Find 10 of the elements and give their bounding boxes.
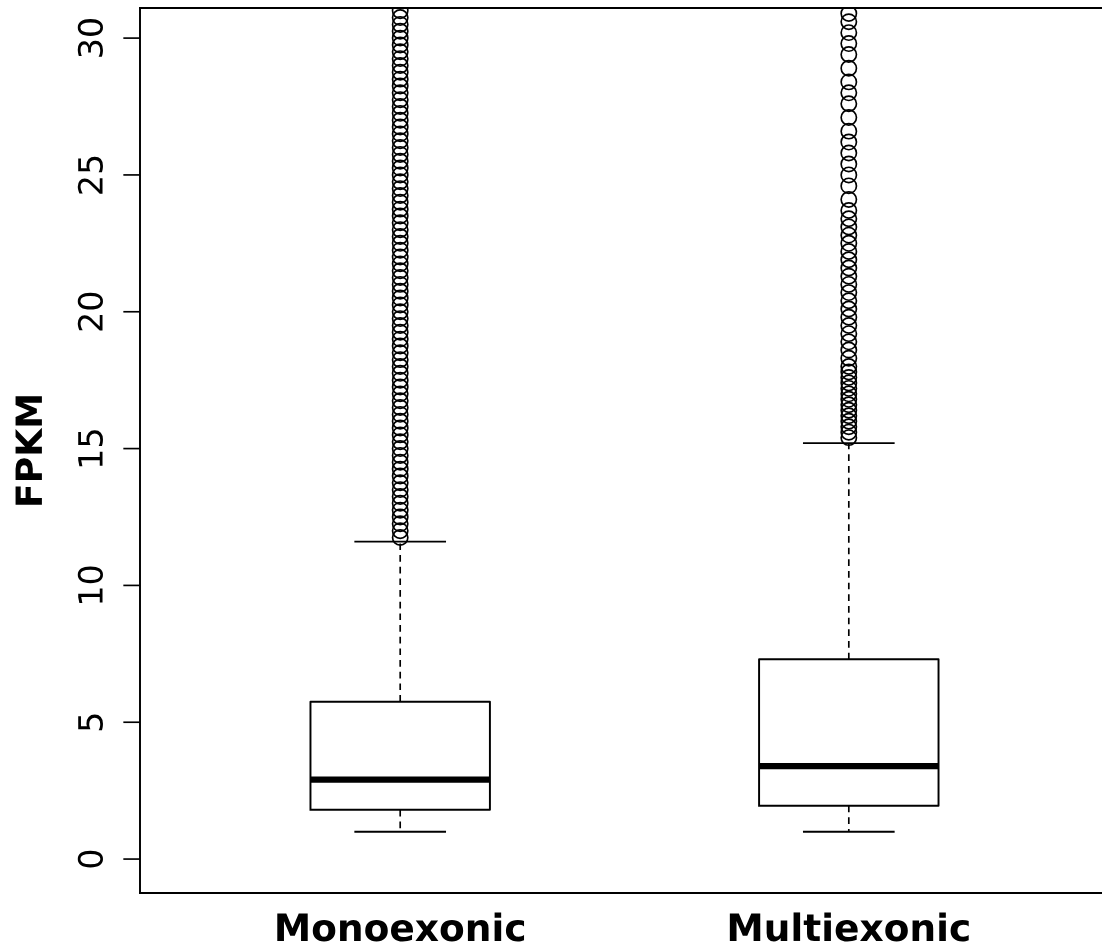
y-axis-title: FPKM xyxy=(15,396,42,505)
y-tick-label: 30 xyxy=(77,19,103,57)
y-tick-label: 20 xyxy=(77,292,103,331)
y-tick-label: 0 xyxy=(77,850,103,868)
y-tick-label: 15 xyxy=(78,430,103,467)
y-tick-label: 25 xyxy=(77,156,103,194)
x-tick-label: Multiexonic xyxy=(729,912,969,942)
y-tick-label: 5 xyxy=(78,714,103,731)
x-tick-label: Monoexonic xyxy=(277,912,525,942)
y-tick-label: 10 xyxy=(77,566,103,603)
